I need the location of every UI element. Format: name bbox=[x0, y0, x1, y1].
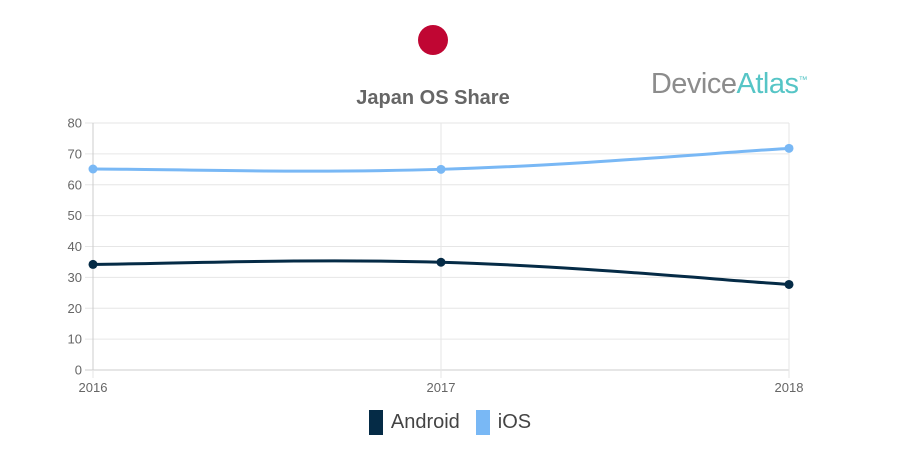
android-swatch bbox=[368, 410, 383, 435]
x-axis-ticks: 2016 2017 2018 bbox=[79, 380, 804, 395]
grid bbox=[85, 122, 790, 378]
legend-label-ios: iOS bbox=[497, 411, 532, 433]
logo-atlas-text: Atlas bbox=[736, 68, 799, 100]
y-tick-label: 0 bbox=[75, 363, 82, 378]
data-point-ios bbox=[784, 143, 794, 153]
y-tick-label: 30 bbox=[68, 270, 82, 285]
y-tick-label: 60 bbox=[68, 177, 82, 192]
logo-device-text: Device bbox=[650, 68, 737, 100]
deviceatlas-logo: DeviceAtlas™ bbox=[650, 68, 808, 101]
legend-label-android: Android bbox=[390, 411, 460, 433]
y-tick-label: 20 bbox=[68, 301, 82, 316]
data-point-android bbox=[436, 257, 446, 267]
y-tick-label: 50 bbox=[68, 208, 82, 223]
chart-title: Japan OS Share bbox=[356, 87, 509, 109]
flag-disc bbox=[418, 25, 448, 55]
ios-swatch bbox=[475, 410, 490, 435]
logo-tm: ™ bbox=[798, 74, 808, 85]
y-axis-ticks: 0 10 20 30 40 50 60 70 80 bbox=[68, 116, 82, 378]
x-tick-label: 2017 bbox=[427, 380, 456, 395]
legend-item-android[interactable]: Android bbox=[368, 410, 460, 435]
legend-item-ios[interactable]: iOS bbox=[475, 410, 532, 435]
y-tick-label: 80 bbox=[68, 116, 82, 131]
x-tick-label: 2016 bbox=[79, 380, 108, 395]
x-tick-label: 2018 bbox=[775, 380, 804, 395]
data-point-ios bbox=[88, 164, 98, 174]
data-point-android bbox=[88, 259, 98, 269]
y-tick-label: 70 bbox=[68, 146, 82, 161]
series-layer bbox=[88, 143, 794, 289]
y-tick-label: 40 bbox=[68, 239, 82, 254]
y-tick-label: 10 bbox=[68, 332, 82, 347]
data-point-ios bbox=[436, 164, 446, 174]
legend: Android iOS bbox=[0, 410, 900, 435]
japan-flag-icon bbox=[418, 25, 448, 55]
data-point-android bbox=[784, 279, 794, 289]
